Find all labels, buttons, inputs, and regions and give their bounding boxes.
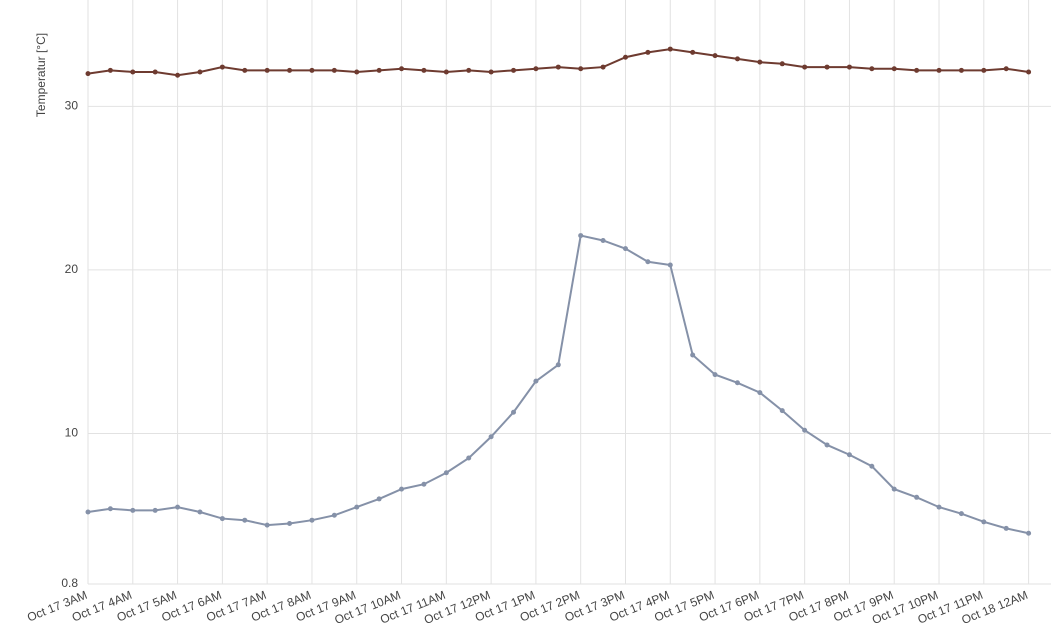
point	[242, 67, 248, 73]
point	[152, 69, 158, 75]
point	[779, 408, 785, 414]
point	[533, 378, 539, 384]
point	[846, 64, 852, 70]
point	[466, 455, 472, 461]
point	[331, 67, 337, 73]
y-axis-label: Temperatur [°C]	[34, 33, 48, 117]
point	[958, 511, 964, 517]
point	[264, 67, 270, 73]
point	[107, 67, 113, 73]
point	[197, 509, 203, 515]
point	[600, 64, 606, 70]
point	[130, 69, 136, 75]
point	[667, 262, 673, 268]
point	[578, 66, 584, 72]
point	[219, 64, 225, 70]
point	[354, 69, 360, 75]
point	[600, 237, 606, 243]
point	[734, 56, 740, 62]
series-line	[87, 234, 1029, 535]
point	[645, 49, 651, 55]
point	[421, 481, 427, 487]
point	[466, 67, 472, 73]
point	[891, 66, 897, 72]
point	[578, 233, 584, 239]
point	[399, 66, 405, 72]
point	[1003, 525, 1009, 531]
point	[130, 507, 136, 513]
point	[533, 66, 539, 72]
point	[175, 504, 181, 510]
point	[107, 506, 113, 512]
point	[1026, 69, 1032, 75]
point	[936, 504, 942, 510]
point	[488, 434, 494, 440]
point	[152, 507, 158, 513]
point	[264, 522, 270, 528]
point	[936, 67, 942, 73]
point	[712, 53, 718, 59]
point	[219, 516, 225, 522]
point	[175, 72, 181, 78]
point	[824, 442, 830, 448]
point	[958, 67, 964, 73]
point	[555, 362, 561, 368]
point	[690, 49, 696, 55]
point	[354, 504, 360, 510]
point	[443, 470, 449, 476]
point	[511, 409, 517, 415]
point	[645, 259, 651, 265]
point	[242, 517, 248, 523]
point	[622, 246, 628, 252]
point	[1026, 530, 1032, 536]
point	[309, 517, 315, 523]
point	[757, 390, 763, 396]
point	[555, 64, 561, 70]
point	[757, 59, 763, 65]
point	[1003, 66, 1009, 72]
point	[85, 509, 91, 515]
point	[85, 71, 91, 77]
point	[824, 64, 830, 70]
point	[734, 380, 740, 386]
point	[891, 486, 897, 492]
point	[511, 67, 517, 73]
point	[869, 66, 875, 72]
y-tick-label: 20	[65, 262, 79, 276]
point	[287, 520, 293, 526]
point	[443, 69, 449, 75]
point	[421, 67, 427, 73]
point	[376, 67, 382, 73]
point	[914, 67, 920, 73]
point	[690, 352, 696, 358]
point	[914, 494, 920, 500]
y-tick-label: 10	[65, 426, 79, 440]
point	[197, 69, 203, 75]
y-tick-label: 30	[65, 99, 79, 113]
point	[846, 452, 852, 458]
point	[331, 512, 337, 518]
series-line	[87, 48, 1029, 77]
point	[309, 67, 315, 73]
y-tick-label: 0.8	[61, 576, 78, 590]
point	[488, 69, 494, 75]
point	[287, 67, 293, 73]
point	[712, 372, 718, 378]
point	[869, 463, 875, 469]
point	[779, 61, 785, 67]
point	[622, 54, 628, 60]
point	[802, 427, 808, 433]
point	[981, 519, 987, 525]
point	[399, 486, 405, 492]
point	[667, 46, 673, 52]
point	[376, 496, 382, 502]
point	[802, 64, 808, 70]
point	[981, 67, 987, 73]
